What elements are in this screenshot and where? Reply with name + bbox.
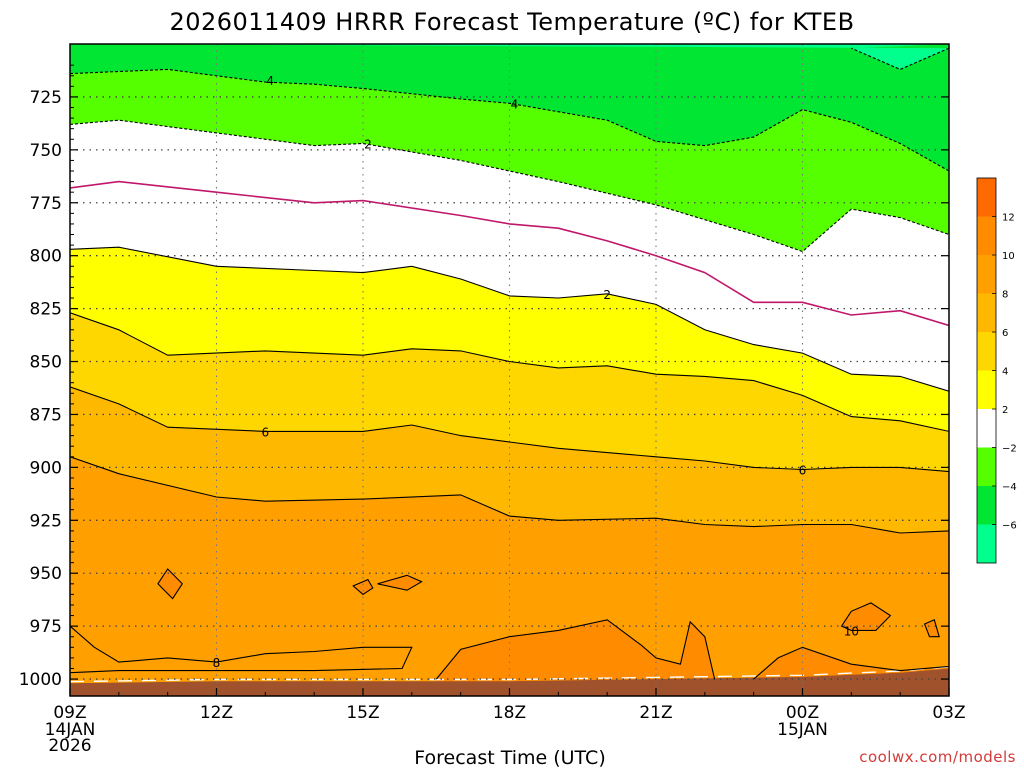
contour-label: 4 — [511, 97, 519, 111]
isotherm-4-dashed — [70, 68, 949, 172]
y-tick-label: 800 — [30, 247, 62, 267]
y-axis: 725 750 775 800 825 850 875 900 925 950 975 1000 — [19, 64, 949, 690]
y-tick-label: 825 — [30, 300, 62, 320]
isotherm-10-solid — [157, 568, 184, 600]
contour-label: 6 — [262, 425, 270, 439]
isotherm-2-dashed — [70, 119, 949, 253]
contour-label: 6 — [799, 463, 807, 477]
plot-area: 4 4 2 2 6 6 8 10 — [70, 44, 949, 696]
colorbar-swatch — [977, 216, 996, 255]
band-10to12 — [157, 569, 183, 599]
temperature-bands — [70, 44, 949, 696]
band-minus8tominus6 — [70, 44, 949, 70]
colorbar-tick-label: 4 — [1002, 367, 1008, 378]
isotherm-4-solid — [70, 312, 949, 432]
x-tick-sublabel: 2026 — [48, 736, 91, 756]
isotherm-10-solid — [840, 602, 892, 631]
x-tick-label: 03Z — [932, 703, 965, 723]
x-tick-label: 12Z — [200, 703, 233, 723]
colorbar-swatch — [977, 178, 996, 217]
isotherm-10-solid — [377, 574, 423, 591]
contour-label: 4 — [266, 74, 274, 88]
y-tick-label: 1000 — [19, 670, 62, 690]
colorbar: 12 10 8 6 4 2 −2 −4 −6 — [976, 177, 1017, 564]
colorbar-tick-label: 12 — [1002, 213, 1015, 224]
colorbar-swatch — [977, 293, 996, 332]
y-tick-label: 850 — [30, 353, 62, 373]
band-10to12 — [377, 575, 422, 591]
grid-lines — [70, 44, 949, 696]
colorbar-tick-label: −6 — [1002, 521, 1017, 532]
isotherm-6-solid — [70, 386, 949, 473]
colorbar-swatch — [977, 332, 996, 371]
band-minus6tominus4 — [70, 44, 949, 171]
colorbar-tick-label: 10 — [1002, 251, 1015, 262]
y-tick-label: 975 — [30, 617, 62, 637]
x-tick-label: 15Z — [346, 703, 379, 723]
colorbar-swatch — [977, 447, 996, 486]
y-tick-label: 900 — [30, 458, 62, 478]
contour-label: 2 — [364, 137, 372, 151]
x-tick-label: 00Z — [786, 703, 819, 723]
x-tick-sublabel: 14JAN — [45, 720, 96, 740]
colorbar-swatch — [977, 255, 996, 294]
colorbar-swatch — [977, 486, 996, 525]
isotherm-2-solid — [70, 246, 949, 392]
isotherm-contours — [70, 47, 949, 680]
isotherm-0-zero — [70, 180, 949, 327]
isotherm-10-solid — [753, 646, 949, 680]
y-tick-label: 875 — [30, 405, 62, 425]
y-tick-label: 775 — [30, 194, 62, 214]
y-tick-label: 925 — [30, 511, 62, 531]
x-tick-sublabel: 15JAN — [777, 720, 828, 740]
colorbar-swatch — [977, 524, 996, 563]
colorbar-swatch — [977, 409, 996, 448]
contour-label: 8 — [213, 656, 221, 670]
y-tick-label: 725 — [30, 88, 62, 108]
contour-labels: 4 4 2 2 6 6 8 10 — [213, 74, 859, 670]
x-tick-label: 21Z — [639, 703, 672, 723]
colorbar-swatch — [977, 370, 996, 409]
band-8to10-pocket — [70, 626, 412, 673]
isotherm-10-solid — [70, 625, 413, 674]
band-10to12 — [841, 602, 891, 631]
y-tick-label: 950 — [30, 564, 62, 584]
band-10to12 — [436, 619, 715, 696]
isotherm-10-solid — [352, 578, 374, 596]
isotherm-10-solid — [923, 619, 940, 638]
colorbar-tick-label: 6 — [1002, 328, 1008, 339]
isotherm-8-solid — [70, 456, 949, 534]
x-tick-label: 09Z — [53, 703, 86, 723]
x-axis-title: Forecast Time (UTC) — [414, 747, 605, 768]
colorbar-tick-label: −4 — [1002, 482, 1017, 493]
x-tick-label: 18Z — [493, 703, 526, 723]
contour-label: 2 — [603, 288, 611, 302]
credit-text: coolwx.com/models — [859, 748, 1016, 766]
colorbar-tick-label: 8 — [1002, 290, 1008, 301]
colorbar-tick-label: −2 — [1002, 444, 1017, 455]
chart-title: 2026011409 HRRR Forecast Temperature (ºC… — [169, 8, 854, 36]
colorbar-tick-label: 2 — [1002, 405, 1008, 416]
isotherm-minus4-dashed — [851, 47, 949, 70]
y-tick-label: 750 — [30, 141, 62, 161]
contour-label: 10 — [844, 624, 859, 638]
isotherm-10-solid — [435, 619, 716, 680]
